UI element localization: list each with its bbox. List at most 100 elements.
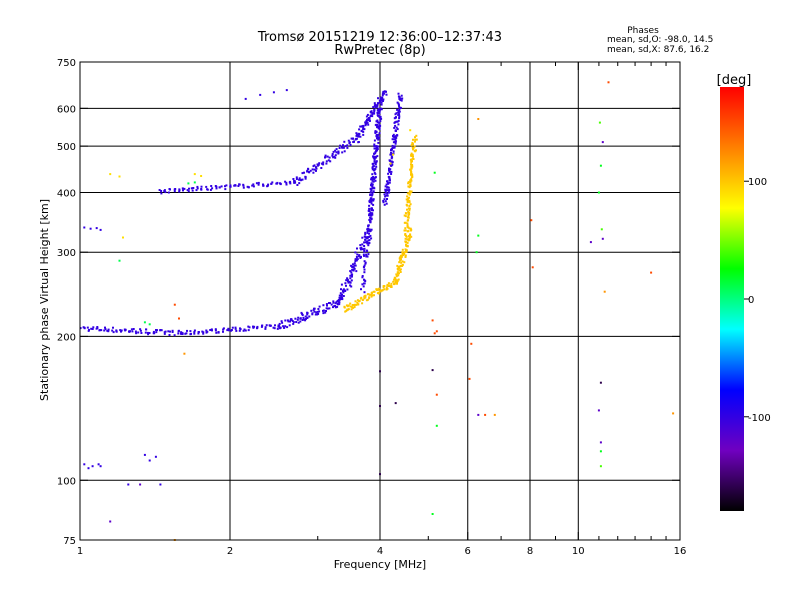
data-point [299,320,302,323]
data-point [390,155,393,158]
data-point [392,153,395,156]
data-point [339,298,341,301]
data-point [368,118,371,121]
data-point [339,292,342,295]
data-point [401,252,404,255]
data-point [375,165,378,168]
data-point [334,154,337,157]
data-point [398,113,401,116]
data-point [214,329,217,332]
data-point [375,124,378,127]
data-point [351,306,354,309]
data-point [376,289,378,292]
data-point [346,288,349,291]
data-point [378,126,381,129]
data-point [403,252,406,255]
data-point [363,247,366,250]
data-point [385,183,388,186]
data-point [385,189,388,192]
data-point [406,208,408,211]
data-point [361,275,364,277]
data-point [408,201,411,204]
data-point [397,123,400,126]
data-point [95,327,98,330]
data-point [366,298,369,301]
data-point [173,334,176,337]
data-point [398,117,401,120]
data-point [312,308,315,311]
data-point [214,328,217,331]
data-point [368,232,370,235]
data-point [411,164,414,166]
data-point [399,97,402,100]
data-point [278,325,281,328]
data-point [365,249,368,252]
data-point [409,158,412,161]
data-point [229,184,232,187]
data-point [306,317,309,319]
data-point [404,233,407,236]
data-point [168,334,171,336]
data-point [601,141,604,144]
data-point [316,310,319,313]
data-point [373,143,376,146]
data-point [394,138,397,141]
data-point [363,254,365,257]
data-point [118,259,121,262]
data-point [325,310,327,312]
data-point [341,293,343,296]
data-point [351,266,354,269]
data-point [379,124,382,127]
data-point [281,321,284,324]
data-point [363,291,366,294]
data-point [217,331,220,334]
data-point [359,135,362,138]
data-point [107,328,110,331]
data-point [382,201,385,204]
data-point [369,230,372,233]
data-point [376,136,379,139]
data-point [358,255,360,258]
data-point [173,188,176,191]
data-point [127,483,130,486]
data-point [178,188,181,191]
data-point [377,141,380,144]
data-point [338,147,341,149]
data-point [311,168,314,171]
data-point [380,117,383,120]
data-point [394,121,397,124]
data-point [193,181,196,184]
data-point [394,402,397,405]
data-point [349,305,352,308]
data-point [406,244,409,247]
data-point [360,129,363,132]
data-point [361,302,364,305]
data-point [477,413,480,416]
data-point [597,191,600,194]
data-point [385,202,388,205]
data-point [123,328,126,331]
data-point [302,316,305,319]
data-point [355,134,358,137]
y-tick-label: 600 [57,104,76,115]
data-point [97,463,100,466]
data-point [377,145,380,148]
data-point [368,218,371,221]
data-point [376,148,379,151]
data-point [373,145,376,148]
data-point [324,311,327,314]
data-point [183,352,186,355]
data-point [372,177,375,180]
data-point [410,144,413,147]
data-point [379,290,382,292]
data-point [224,185,226,188]
data-point [398,98,401,100]
data-point [376,145,378,148]
data-point [367,225,370,228]
data-point [282,325,285,328]
data-point [336,300,339,302]
data-point [83,463,86,466]
data-point [375,161,378,164]
data-point [368,201,371,204]
data-point [351,304,354,306]
